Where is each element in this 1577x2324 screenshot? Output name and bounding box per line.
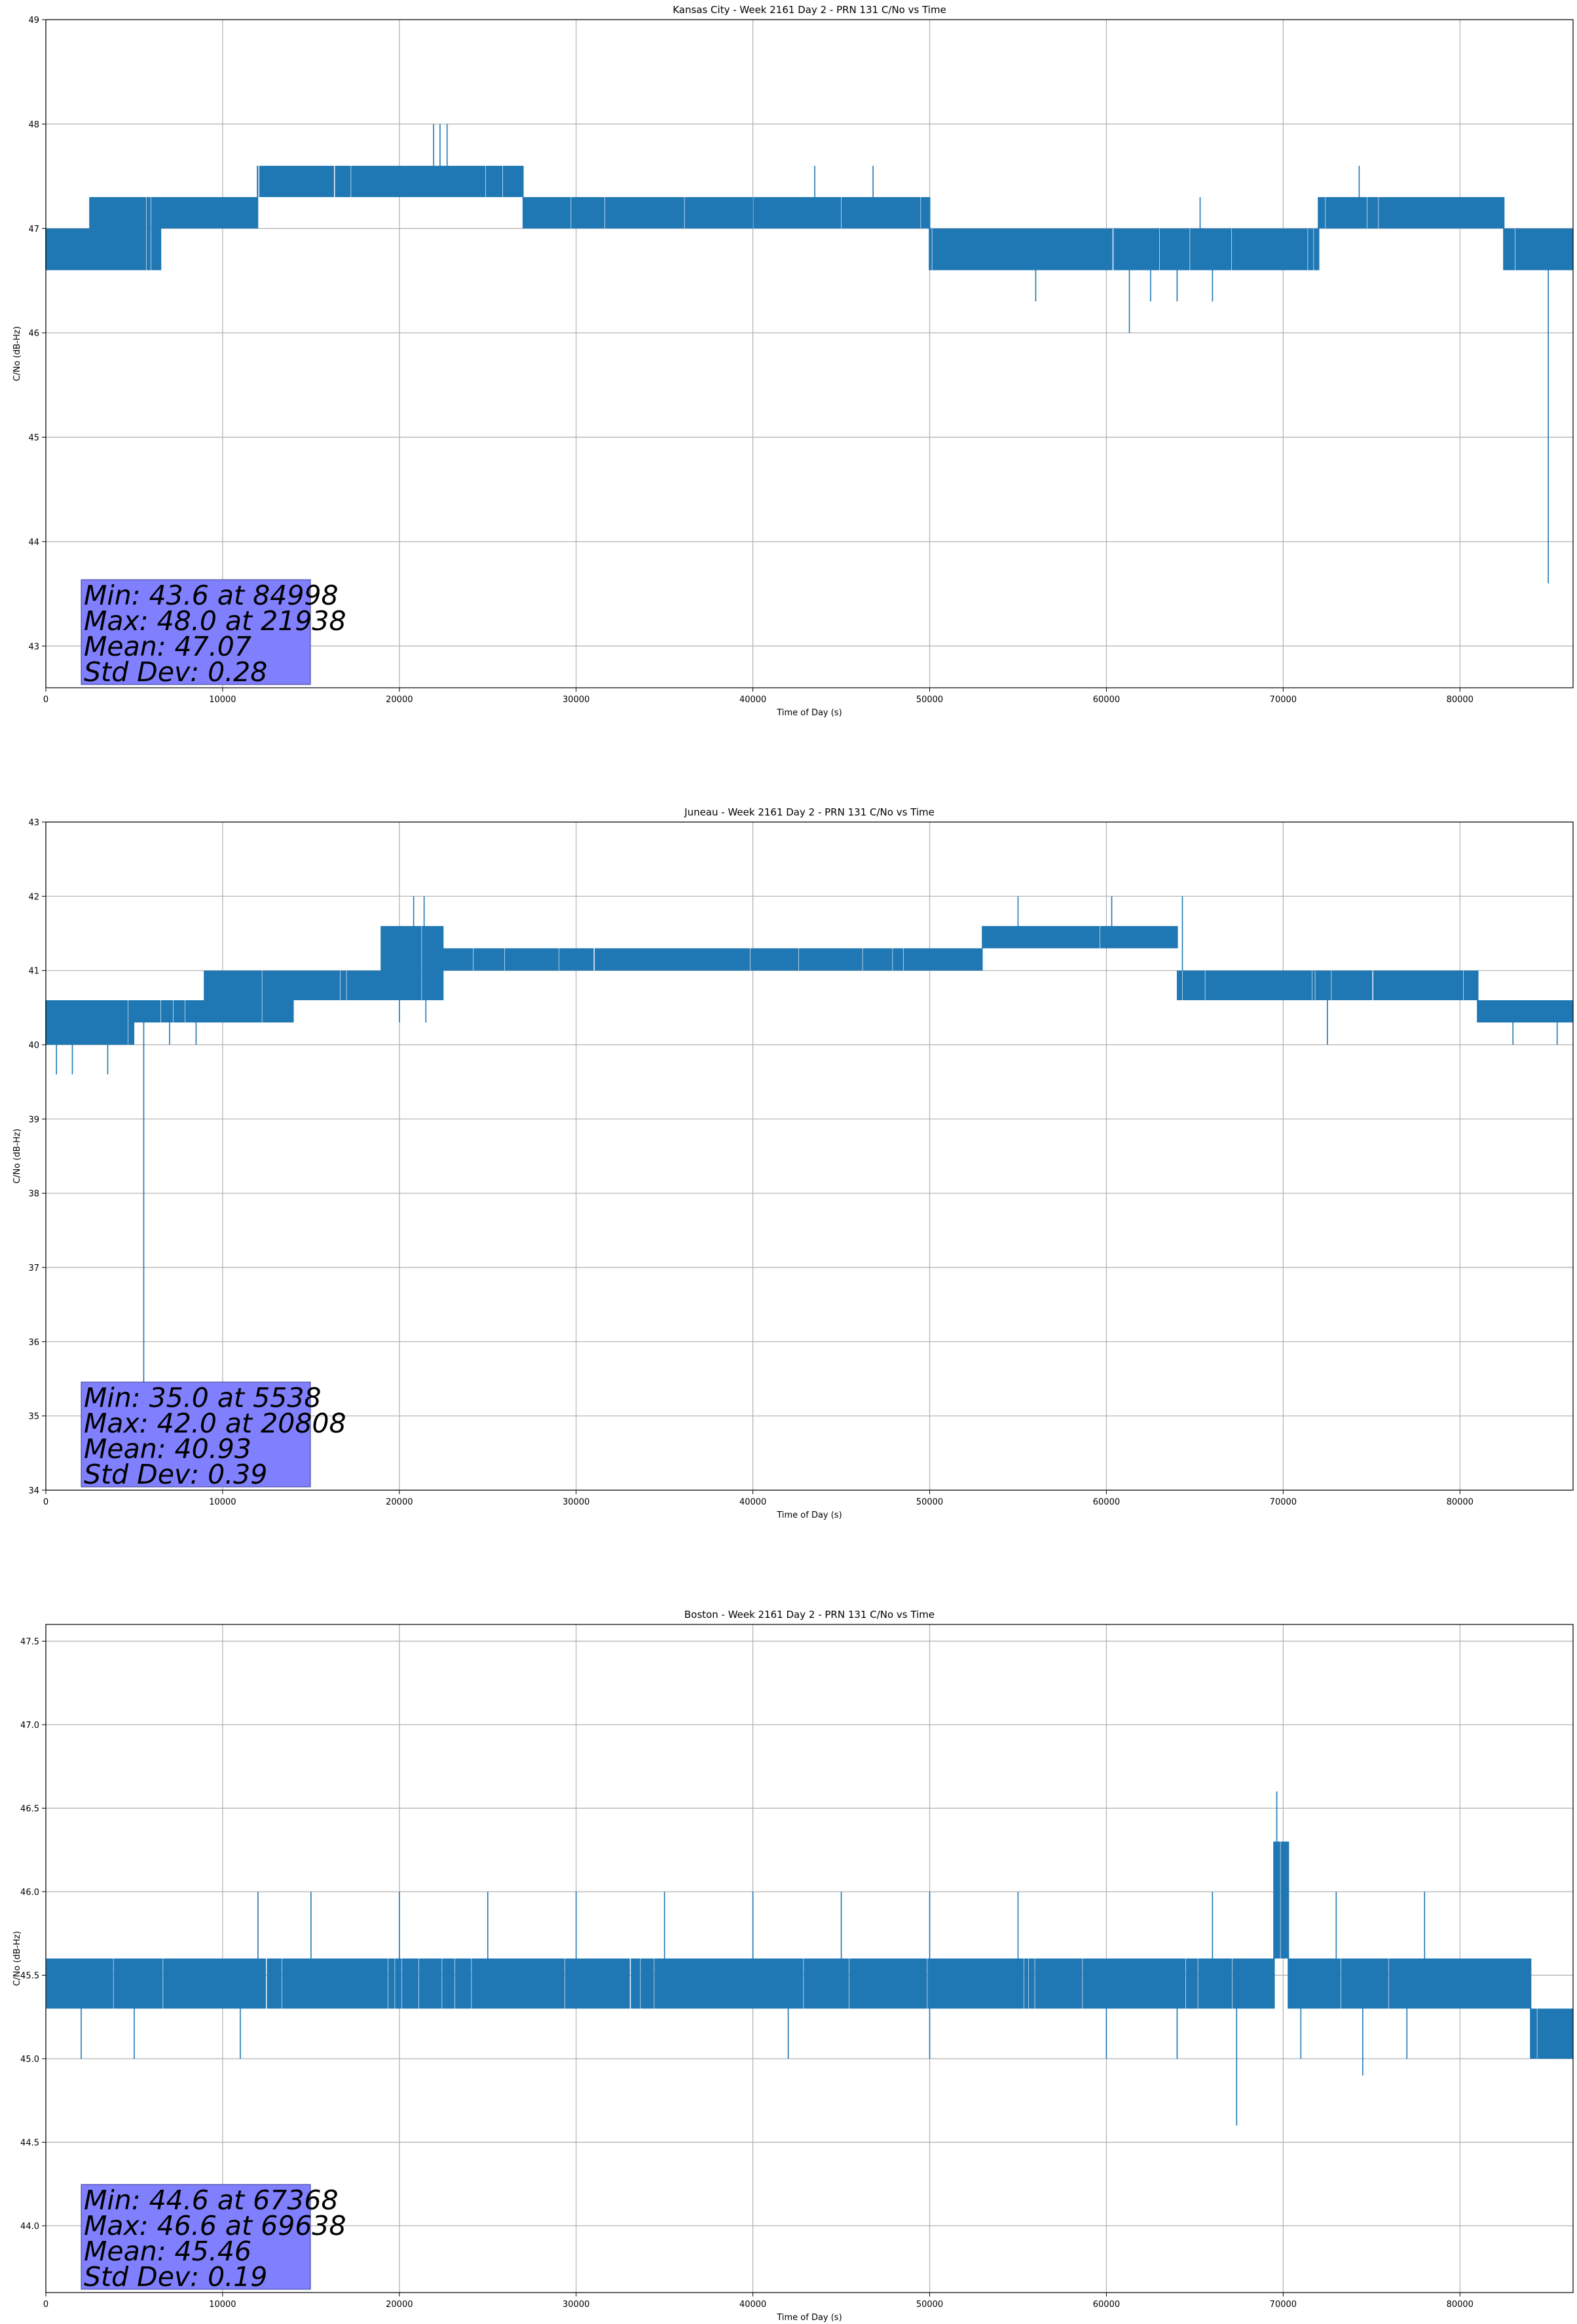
chart-3: Boston - Week 2161 Day 2 - PRN 131 C/No … [12, 1609, 1574, 2323]
y-axis-label: C/No (dB-Hz) [12, 326, 22, 381]
stats-line: Mean: 40.93 [84, 1433, 251, 1465]
y-tick-label: 37 [28, 1264, 39, 1273]
x-tick-label: 70000 [1270, 695, 1297, 705]
y-tick-label: 46.0 [20, 1888, 39, 1898]
x-tick-label: 0 [43, 1497, 48, 1507]
stats-line: Std Dev: 0.19 [84, 2261, 267, 2293]
x-tick-label: 20000 [386, 1497, 413, 1507]
x-tick-label: 50000 [916, 2300, 943, 2310]
y-tick-label: 45.5 [20, 1972, 39, 1981]
chart-1: Kansas City - Week 2161 Day 2 - PRN 131 … [12, 4, 1574, 718]
y-tick-label: 43 [28, 818, 39, 828]
x-tick-label: 30000 [563, 695, 589, 705]
stats-box [81, 579, 311, 685]
chart-2: Juneau - Week 2161 Day 2 - PRN 131 C/No … [12, 806, 1574, 1520]
y-tick-label: 45 [28, 434, 39, 443]
y-tick-label: 48 [28, 120, 39, 130]
y-tick-label: 47 [28, 225, 39, 234]
axes-frame [45, 19, 1574, 688]
stats-box [81, 2184, 311, 2290]
y-tick-label: 45.0 [20, 2055, 39, 2065]
stats-line: Min: 44.6 at 67368 [84, 2184, 339, 2216]
y-tick-label: 44 [28, 538, 39, 548]
x-tick-label: 30000 [563, 1497, 589, 1507]
y-tick-label: 39 [28, 1115, 39, 1125]
y-tick-label: 42 [28, 892, 39, 902]
chart-title: Boston - Week 2161 Day 2 - PRN 131 C/No … [684, 1609, 935, 1621]
stats-line: Min: 43.6 at 84998 [84, 580, 339, 611]
y-tick-label: 36 [28, 1338, 39, 1347]
x-tick-label: 0 [43, 2300, 48, 2310]
x-axis-label: Time of Day (s) [776, 1510, 842, 1520]
y-axis-label: C/No (dB-Hz) [12, 1931, 22, 1986]
y-tick-label: 38 [28, 1190, 39, 1199]
cno-series-line [46, 1791, 1574, 2126]
x-tick-label: 40000 [739, 2300, 766, 2310]
x-tick-label: 20000 [386, 2300, 413, 2310]
y-tick-label: 43 [28, 642, 39, 652]
stats-line: Max: 42.0 at 20808 [84, 1408, 346, 1439]
y-tick-label: 35 [28, 1412, 39, 1422]
chart-title: Juneau - Week 2161 Day 2 - PRN 131 C/No … [684, 806, 935, 818]
y-tick-label: 46 [28, 329, 39, 339]
stats-line: Max: 46.6 at 69638 [84, 2210, 346, 2241]
x-axis-label: Time of Day (s) [776, 2313, 842, 2323]
cno-series-line [45, 124, 1574, 584]
x-tick-label: 40000 [739, 1497, 766, 1507]
axes-frame [45, 1624, 1574, 2293]
y-tick-label: 46.5 [20, 1805, 39, 1814]
x-tick-label: 80000 [1447, 1497, 1474, 1507]
cno-series-line [45, 896, 1574, 1416]
stats-box [81, 1381, 311, 1488]
stats-line: Std Dev: 0.39 [84, 1459, 267, 1490]
stats-line: Max: 48.0 at 21938 [84, 605, 346, 637]
y-tick-label: 44.5 [20, 2139, 39, 2148]
y-tick-label: 44.0 [20, 2222, 39, 2232]
stats-line: Min: 35.0 at 5538 [84, 1382, 322, 1414]
x-tick-label: 10000 [209, 695, 236, 705]
x-tick-label: 10000 [209, 2300, 236, 2310]
x-tick-label: 70000 [1270, 1497, 1297, 1507]
x-tick-label: 70000 [1270, 2300, 1297, 2310]
stats-line: Mean: 47.07 [84, 631, 251, 662]
x-tick-label: 50000 [916, 1497, 943, 1507]
x-tick-label: 30000 [563, 2300, 589, 2310]
stats-line: Mean: 45.46 [84, 2236, 251, 2267]
y-tick-label: 34 [28, 1486, 39, 1496]
y-tick-label: 47.5 [20, 1638, 39, 1647]
x-tick-label: 80000 [1447, 2300, 1474, 2310]
x-tick-label: 80000 [1447, 695, 1474, 705]
y-axis-label: C/No (dB-Hz) [12, 1129, 22, 1184]
y-tick-label: 40 [28, 1041, 39, 1051]
y-tick-label: 41 [28, 967, 39, 977]
y-tick-label: 49 [28, 16, 39, 26]
x-tick-label: 60000 [1093, 695, 1120, 705]
x-tick-label: 10000 [209, 1497, 236, 1507]
x-tick-label: 50000 [916, 695, 943, 705]
x-tick-label: 0 [43, 695, 48, 705]
y-tick-label: 47.0 [20, 1721, 39, 1731]
x-tick-label: 60000 [1093, 2300, 1120, 2310]
x-tick-label: 40000 [739, 695, 766, 705]
axes-frame [45, 821, 1574, 1491]
x-tick-label: 20000 [386, 695, 413, 705]
stats-line: Std Dev: 0.28 [84, 656, 267, 688]
chart-title: Kansas City - Week 2161 Day 2 - PRN 131 … [673, 4, 946, 16]
x-axis-label: Time of Day (s) [776, 708, 842, 718]
x-tick-label: 60000 [1093, 1497, 1120, 1507]
